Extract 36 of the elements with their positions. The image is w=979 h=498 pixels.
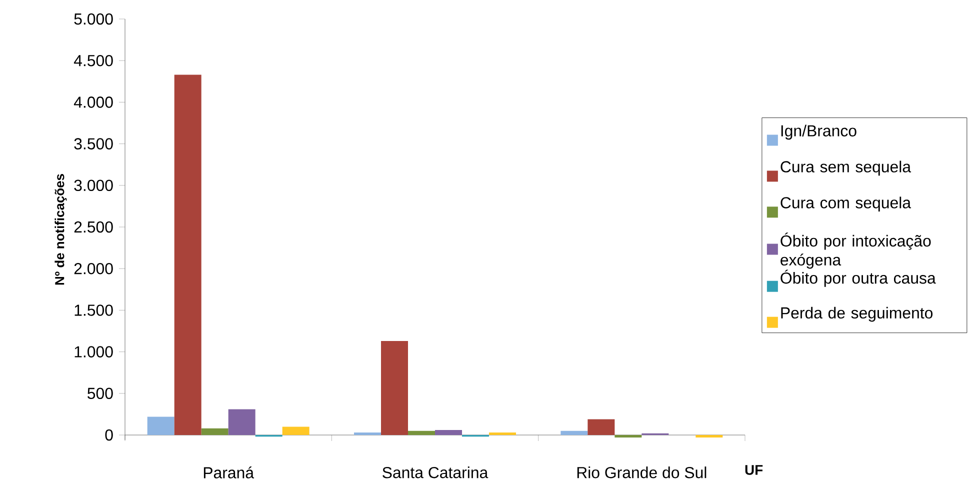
bar	[282, 426, 310, 436]
legend-label: Óbito por outra causa	[780, 270, 936, 287]
y-tick-label: 3.000	[74, 180, 113, 192]
x-tick-label: Rio Grande do Sul	[577, 466, 706, 478]
y-tick-label: 4.500	[74, 54, 113, 66]
y-tick-label: 1.000	[74, 346, 113, 358]
x-tick-label: Paraná	[204, 466, 254, 478]
y-tick-label: 2.000	[74, 262, 113, 274]
x-tick-label: Santa Catarina	[382, 466, 488, 478]
x-axis-title: UF	[745, 465, 763, 475]
legend-label: Perda de seguimento	[781, 306, 933, 322]
bar	[435, 430, 462, 436]
bar	[614, 435, 642, 438]
y-tick-label: 500	[88, 388, 113, 400]
bar	[696, 435, 723, 438]
bar	[588, 419, 615, 436]
bar	[354, 432, 382, 436]
y-tick-label: 3.500	[74, 138, 113, 150]
bar	[201, 428, 228, 436]
y-axis-title: Nº de notificações	[54, 174, 67, 285]
y-tick-label: 5.000	[74, 13, 113, 25]
bar	[408, 430, 436, 436]
y-tick-label: 1.500	[74, 304, 113, 316]
bar	[228, 409, 256, 436]
bar	[147, 416, 174, 436]
legend-label: Ign/Branco	[781, 124, 856, 140]
legend-label: Cura sem sequela	[780, 160, 912, 176]
y-tick-label: 4.000	[74, 96, 113, 108]
bar	[560, 430, 588, 436]
bar	[174, 74, 202, 436]
y-tick-label: 2.500	[74, 221, 113, 233]
y-tick-label: 0	[105, 429, 113, 441]
bar	[381, 340, 408, 436]
legend-label: Cura com sequela	[780, 196, 912, 212]
legend-label: Óbito por intoxicação exógena	[780, 232, 931, 269]
bar	[489, 432, 516, 436]
